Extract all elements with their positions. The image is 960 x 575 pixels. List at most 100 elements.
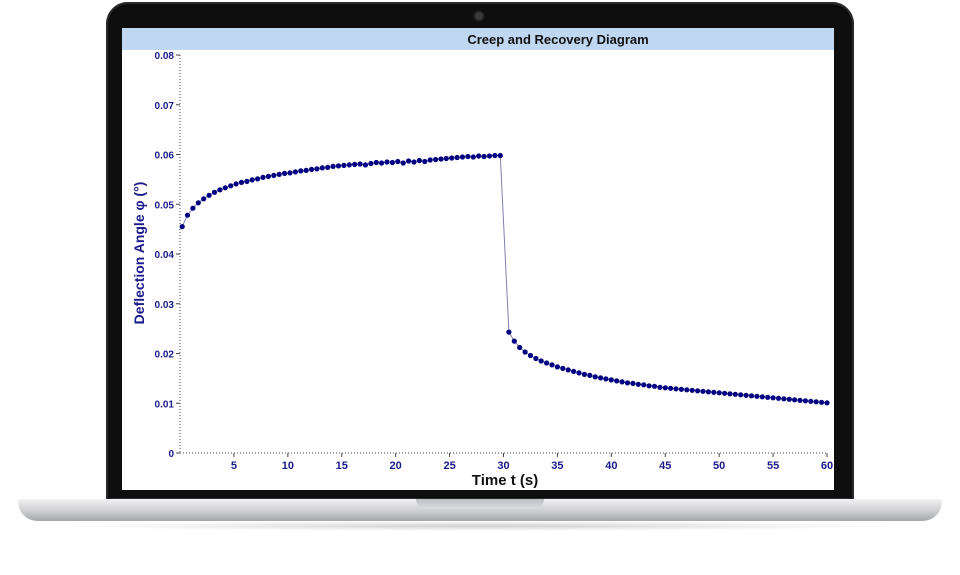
- data-point: [449, 155, 455, 161]
- data-point: [759, 394, 765, 400]
- data-point: [770, 395, 776, 401]
- data-point: [754, 393, 760, 399]
- data-point: [646, 383, 652, 389]
- chart-ticks: 0 0.01 0.02 0.03 0.04 0.05 0.06 0.07 0.08 5 10 15 20…: [155, 51, 834, 472]
- data-point: [549, 362, 555, 368]
- data-point: [406, 158, 412, 164]
- data-point: [587, 372, 593, 378]
- data-point: [662, 385, 668, 391]
- data-point: [635, 381, 641, 387]
- data-point: [465, 153, 471, 160]
- data-point: [775, 395, 782, 401]
- data-point: [416, 157, 422, 164]
- data-point: [206, 192, 212, 198]
- data-point: [522, 349, 528, 355]
- data-point: [422, 158, 428, 165]
- data-point: [581, 371, 587, 377]
- data-point: [325, 164, 331, 170]
- data-point: [303, 167, 309, 173]
- data-point: [738, 392, 744, 398]
- data-point: [395, 158, 401, 165]
- chart-title-bar: Creep and Recovery Diagram: [122, 28, 834, 50]
- x-tick-label: 55: [767, 460, 779, 472]
- y-tick-label: 0.07: [155, 101, 175, 112]
- data-point: [603, 376, 609, 382]
- y-tick-label: 0.06: [155, 151, 175, 162]
- data-point: [711, 389, 717, 395]
- data-point: [211, 189, 218, 195]
- data-point: [362, 162, 369, 168]
- x-tick-label: 5: [231, 460, 237, 472]
- data-point: [190, 205, 196, 211]
- x-tick-label: 35: [551, 460, 563, 472]
- data-point: [476, 153, 482, 159]
- chart-screen: Creep and Recovery Diagram 0 0.01 0.02 0.03…: [122, 28, 834, 490]
- data-point: [298, 168, 304, 174]
- data-point: [797, 397, 803, 403]
- data-point: [808, 398, 814, 404]
- data-point: [598, 375, 604, 381]
- data-point: [238, 179, 245, 185]
- data-point: [335, 163, 342, 169]
- creep-recovery-chart: 0 0.01 0.02 0.03 0.04 0.05 0.06 0.07 0.08 5 10 15 20…: [131, 51, 834, 489]
- data-point: [255, 176, 261, 182]
- data-point: [651, 383, 658, 389]
- data-point: [292, 169, 298, 175]
- data-point: [700, 388, 706, 394]
- y-tick-label: 0.01: [155, 399, 175, 410]
- data-point: [792, 397, 798, 403]
- data-point: [309, 166, 315, 172]
- data-point: [379, 160, 385, 166]
- data-point: [732, 391, 738, 397]
- data-point: [824, 400, 830, 406]
- data-point: [819, 399, 825, 405]
- data-point: [748, 393, 755, 399]
- y-tick-label: 0.05: [155, 200, 175, 211]
- data-point: [389, 159, 395, 166]
- data-point: [233, 181, 239, 187]
- data-point: [184, 212, 191, 218]
- x-tick-label: 15: [336, 460, 348, 472]
- y-tick-label: 0.02: [155, 350, 175, 361]
- data-point: [705, 389, 712, 395]
- data-point: [384, 159, 390, 165]
- data-point: [400, 160, 406, 166]
- data-point: [314, 166, 320, 172]
- data-point: [287, 170, 293, 176]
- data-point: [630, 380, 636, 386]
- series-points: [179, 152, 830, 406]
- data-point: [341, 162, 347, 168]
- data-point: [481, 153, 487, 160]
- data-point: [201, 196, 207, 202]
- data-point: [781, 396, 787, 402]
- data-point: [330, 163, 336, 169]
- data-point: [657, 384, 663, 390]
- data-point: [544, 360, 550, 366]
- data-point: [608, 377, 614, 383]
- data-point: [282, 170, 288, 176]
- y-axis-label: Deflection Angle φ (°): [131, 182, 147, 325]
- data-point: [641, 382, 647, 388]
- data-point: [265, 173, 271, 179]
- x-tick-label: 60: [821, 460, 833, 472]
- y-tick-label: 0: [168, 449, 174, 460]
- data-point: [195, 200, 201, 206]
- data-point: [678, 386, 685, 392]
- data-point: [497, 152, 503, 159]
- data-point: [492, 152, 498, 159]
- data-point: [614, 378, 620, 384]
- data-point: [454, 154, 460, 161]
- data-point: [673, 386, 679, 392]
- data-point: [743, 392, 749, 398]
- data-point: [217, 187, 223, 193]
- laptop-base: [18, 499, 942, 521]
- data-point: [346, 162, 352, 168]
- data-point: [813, 399, 819, 405]
- data-point: [411, 159, 417, 165]
- x-tick-label: 10: [282, 460, 294, 472]
- data-point: [459, 154, 466, 160]
- data-point: [517, 344, 523, 351]
- data-point: [722, 390, 728, 396]
- data-point: [486, 153, 493, 159]
- x-tick-label: 30: [497, 460, 509, 472]
